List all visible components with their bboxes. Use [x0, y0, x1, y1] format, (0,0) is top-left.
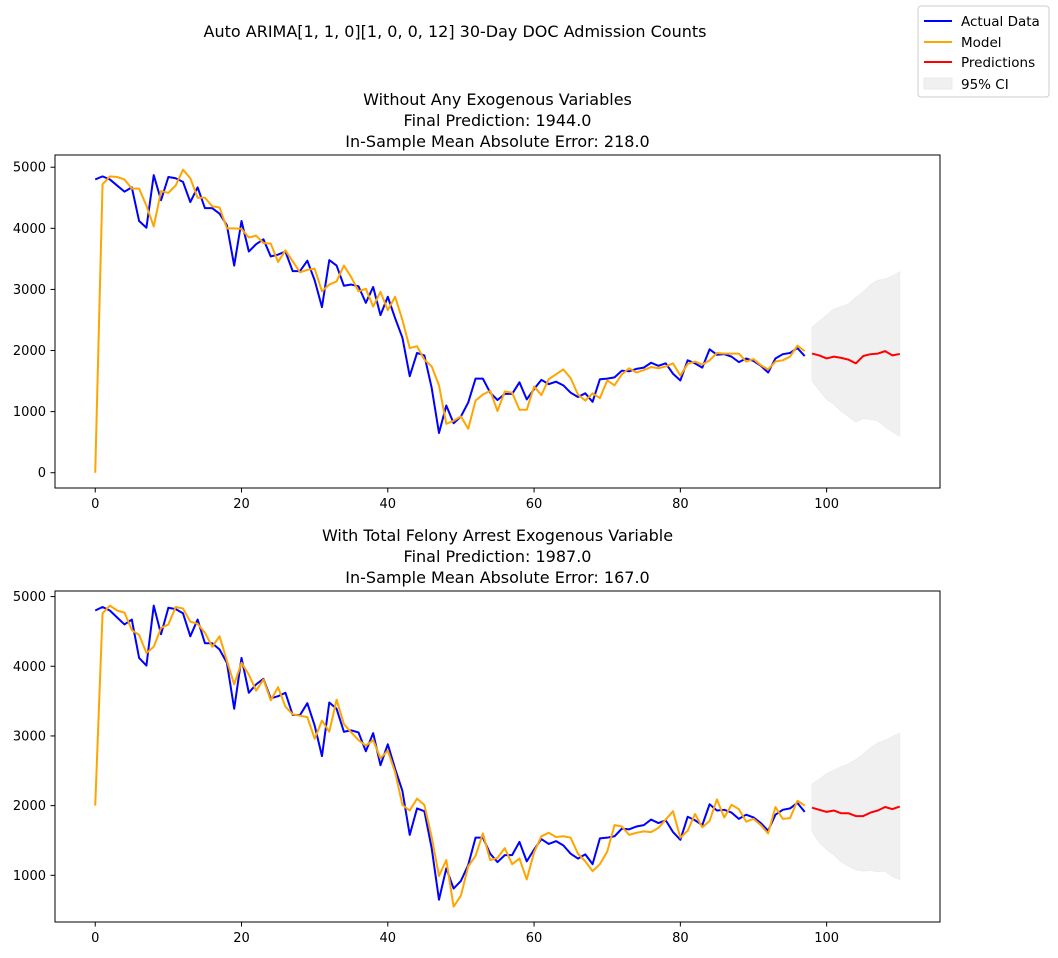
legend: Actual Data Model Predictions 95% CI — [917, 5, 1050, 98]
subplot-1-y-tick-label: 5000 — [13, 590, 46, 605]
subplot-1-x-tick-label: 60 — [526, 931, 543, 946]
legend-frame — [917, 5, 1050, 98]
subplot-top: Without Any Exogenous Variables Final Pr… — [13, 90, 941, 512]
subplot-0-y-tick-label: 5000 — [13, 161, 46, 176]
subplot-bottom: With Total Felony Arrest Exogenous Varia… — [13, 526, 941, 946]
legend-label-predictions: Predictions — [961, 55, 1035, 71]
subplot-top-title-line-3: In-Sample Mean Absolute Error: 218.0 — [345, 132, 649, 151]
subplot-1-series-actual-data-line — [94, 604, 806, 901]
subplot-0-x-tick-label: 60 — [526, 497, 543, 512]
subplot-0-series-actual-data-line — [94, 174, 806, 435]
subplot-1-y-tick-label: 1000 — [13, 869, 46, 884]
plot-area-bottom: 0 20 40 60 80 100 1000 2000 3000 4000 5000 — [13, 590, 941, 946]
subplot-1-axes-frame — [54, 590, 941, 923]
subplot-1-series-predictions-line — [811, 805, 901, 818]
subplot-0-y-tick-label: 3000 — [13, 283, 46, 298]
subplot-0-y-tick-label: 1000 — [13, 405, 46, 420]
legend-label-ci: 95% CI — [961, 77, 1009, 93]
legend-label-model: Model — [961, 35, 1002, 51]
subplot-bottom-title-line-3: In-Sample Mean Absolute Error: 167.0 — [345, 568, 649, 587]
subplot-1-x-tick-label: 0 — [91, 931, 99, 946]
subplot-1-series-model-line — [94, 604, 806, 908]
subplot-1-y-tick-label: 3000 — [13, 729, 46, 744]
subplot-top-title-line-2: Final Prediction: 1944.0 — [404, 111, 592, 130]
subplot-bottom-title-line-2: Final Prediction: 1987.0 — [404, 547, 592, 566]
subplot-0-ci-band — [811, 271, 901, 437]
subplot-1-y-tick-label: 2000 — [13, 799, 46, 814]
legend-entry-ci: 95% CI — [923, 77, 1009, 93]
legend-swatch-ci — [923, 77, 953, 90]
subplot-1-x-tick-label: 40 — [380, 931, 397, 946]
subplot-0-x-tick-label: 40 — [380, 497, 397, 512]
subplot-bottom-title-line-1: With Total Felony Arrest Exogenous Varia… — [322, 526, 673, 545]
subplot-0-x-tick-label: 100 — [814, 497, 839, 512]
legend-entry-predictions: Predictions — [924, 55, 1035, 71]
figure-suptitle: Auto ARIMA[1, 1, 0][1, 0, 0, 12] 30-Day … — [204, 22, 707, 41]
subplot-1-ci-band — [811, 732, 901, 881]
subplot-1-y-tick-label: 4000 — [13, 660, 46, 675]
subplot-0-y-tick-label: 2000 — [13, 344, 46, 359]
subplot-0-series-model-line — [94, 168, 806, 473]
subplot-1-x-tick-label: 80 — [672, 931, 689, 946]
subplot-0-axes-frame — [54, 154, 941, 489]
legend-entry-actual: Actual Data — [924, 14, 1040, 30]
subplot-0-x-tick-label: 20 — [233, 497, 250, 512]
subplot-0-y-tick-label: 0 — [38, 466, 46, 481]
legend-label-actual: Actual Data — [961, 14, 1040, 30]
subplot-top-title-line-1: Without Any Exogenous Variables — [363, 90, 632, 109]
subplot-1-x-tick-label: 20 — [233, 931, 250, 946]
subplot-0-x-tick-label: 80 — [672, 497, 689, 512]
subplot-0-x-tick-label: 0 — [91, 497, 99, 512]
subplot-0-series-predictions-line — [811, 350, 900, 365]
subplot-1-x-tick-label: 100 — [814, 931, 839, 946]
legend-entry-model: Model — [924, 35, 1002, 51]
subplot-0-y-tick-label: 4000 — [13, 222, 46, 237]
